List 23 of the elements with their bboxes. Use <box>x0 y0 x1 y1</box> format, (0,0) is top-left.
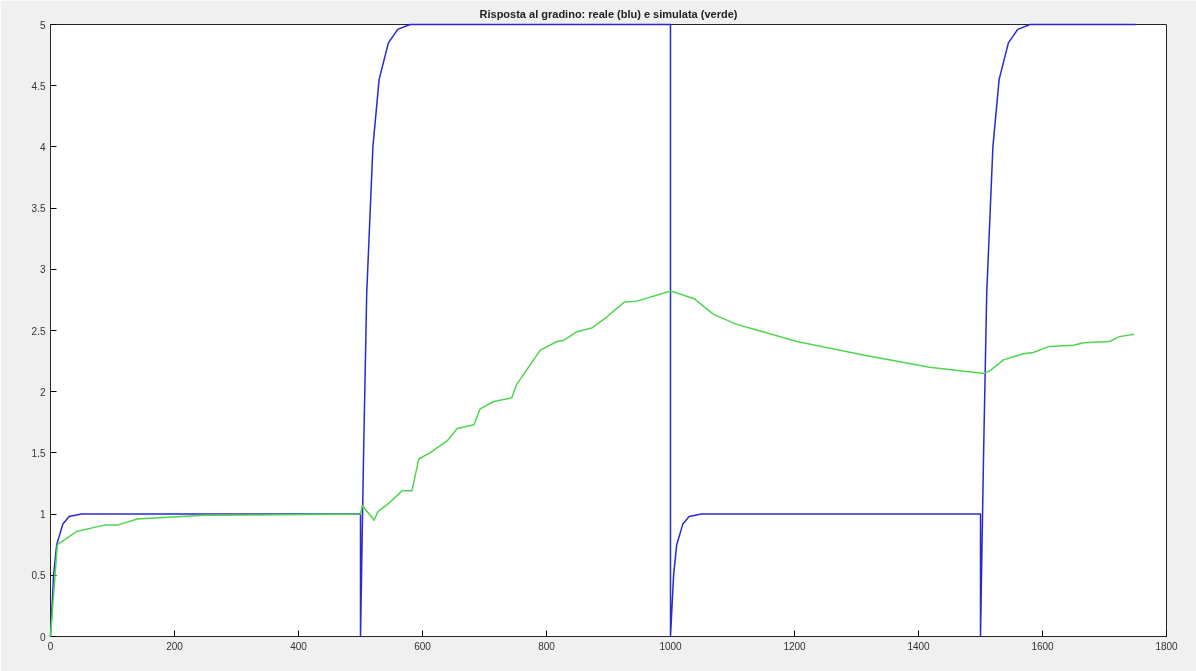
x-tick-label: 600 <box>414 640 432 652</box>
y-tick-label: 1.5 <box>31 447 46 459</box>
x-tick-label: 1200 <box>783 640 807 652</box>
line-series <box>49 290 1136 638</box>
chart-title: Risposta al gradino: reale (blu) e simulata (verde) <box>479 7 738 20</box>
x-tick-label: 800 <box>538 640 556 652</box>
x-tick-label: 0 <box>47 640 54 652</box>
y-tick-label: 4 <box>39 141 46 153</box>
y-tick-label: 3 <box>39 264 46 276</box>
y-tick-label: 2 <box>39 386 46 398</box>
x-tick-label: 1800 <box>1155 640 1179 652</box>
y-tick-label: 0 <box>39 631 46 643</box>
y-tick-label: 3.5 <box>31 203 46 215</box>
y-tick-label: 0.5 <box>31 570 46 582</box>
x-tick-label: 200 <box>166 640 184 652</box>
x-tick-label: 1000 <box>659 640 683 652</box>
x-tick-label: 400 <box>290 640 308 652</box>
y-tick-label: 2.5 <box>31 325 46 337</box>
x-tick-label: 1600 <box>1031 640 1055 652</box>
x-tick-label: 1400 <box>907 640 931 652</box>
y-tick-label: 4.5 <box>31 80 46 92</box>
y-tick-label: 1 <box>39 509 46 521</box>
y-tick-label: 5 <box>39 19 46 31</box>
